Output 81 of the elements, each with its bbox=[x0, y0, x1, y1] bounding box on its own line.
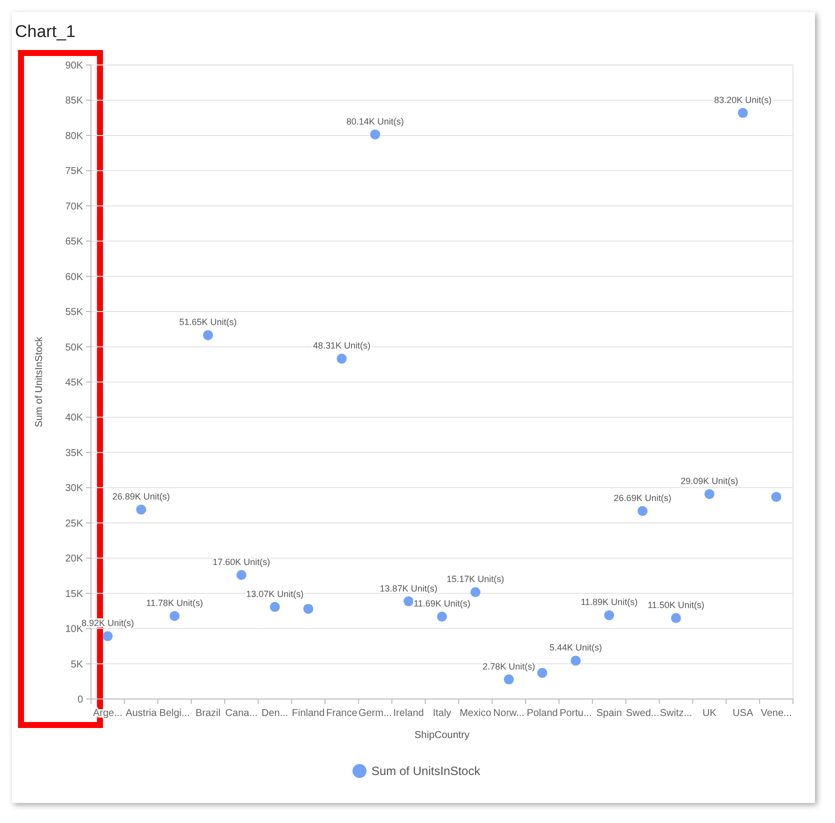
data-label: 11.89K Unit(s) bbox=[580, 597, 638, 608]
point bbox=[570, 656, 581, 666]
point bbox=[704, 489, 714, 500]
data-label: 80.14K Unit(s) bbox=[346, 116, 404, 126]
y-tick-label: 20K bbox=[65, 554, 84, 565]
x-tick-label: Vene... bbox=[760, 708, 792, 719]
point bbox=[370, 129, 380, 140]
data-label: 2.78K Unit(s) bbox=[482, 661, 536, 672]
x-tick-label: Ireland bbox=[393, 708, 424, 719]
y-tick-label: 0 bbox=[77, 694, 84, 706]
data-label: 5.44K Unit(s) bbox=[549, 642, 602, 653]
point bbox=[671, 612, 681, 623]
point bbox=[771, 492, 782, 502]
point bbox=[404, 596, 414, 606]
y-tick-label: 65K bbox=[65, 236, 84, 248]
point bbox=[102, 631, 113, 642]
x-tick-label: Finland bbox=[292, 708, 325, 719]
x-tick-label: Cana... bbox=[225, 708, 258, 719]
point bbox=[170, 611, 180, 622]
data-label: 13.87K Unit(s) bbox=[380, 583, 438, 594]
x-tick-label: Belgi... bbox=[159, 708, 190, 719]
data-label: 11.69K Unit(s) bbox=[414, 598, 470, 609]
y-tick-label: 80K bbox=[65, 130, 84, 142]
data-label: 83.20K Unit(s) bbox=[714, 94, 772, 105]
x-tick-label: USA bbox=[732, 708, 754, 719]
point bbox=[537, 668, 548, 678]
y-tick-label: 25K bbox=[65, 518, 84, 530]
x-tick-label: UK bbox=[702, 708, 717, 719]
x-tick-label: Spain bbox=[596, 708, 622, 719]
y-tick-label: 40K bbox=[65, 412, 84, 424]
x-tick-label: Den... bbox=[262, 708, 288, 719]
point bbox=[236, 570, 246, 580]
data-label: 26.69K Unit(s) bbox=[614, 492, 672, 503]
point bbox=[203, 330, 213, 340]
x-tick-label: Swed... bbox=[626, 708, 660, 719]
y-tick-label: 15K bbox=[65, 588, 84, 600]
data-label: 17.60K Unit(s) bbox=[212, 557, 270, 568]
x-tick-label: Switz... bbox=[660, 708, 692, 719]
point bbox=[136, 504, 146, 515]
y-tick-label: 35K bbox=[65, 448, 84, 459]
y-axis-title: Sum of UnitsInStock bbox=[34, 336, 45, 428]
data-label: 13.07K Unit(s) bbox=[246, 588, 304, 599]
y-tick-label: 10K bbox=[65, 624, 84, 636]
x-tick-label: Norw... bbox=[493, 708, 524, 719]
y-tick-label: 60K bbox=[65, 272, 84, 283]
y-tick-label: 5K bbox=[70, 659, 84, 670]
x-tick-label: Mexico bbox=[460, 708, 492, 719]
x-tick-label: Germ... bbox=[358, 708, 392, 719]
y-tick-label: 50K bbox=[65, 342, 84, 354]
chart-title: Chart_1 bbox=[15, 22, 76, 41]
point bbox=[336, 354, 347, 364]
y-tick-label: 55K bbox=[65, 307, 84, 318]
point bbox=[604, 610, 614, 620]
point bbox=[437, 612, 447, 622]
x-tick-label: Italy bbox=[432, 708, 452, 719]
point bbox=[738, 108, 748, 118]
x-axis-title: ShipCountry bbox=[414, 730, 470, 741]
x-tick-label: Brazil bbox=[195, 708, 221, 719]
y-tick-label: 30K bbox=[65, 483, 84, 494]
data-label: 26.89K Unit(s) bbox=[112, 492, 170, 502]
point bbox=[504, 674, 514, 684]
y-tick-label: 75K bbox=[65, 166, 84, 178]
y-tick-label: 90K bbox=[65, 60, 84, 72]
y-tick-label: 45K bbox=[65, 378, 84, 388]
y-tick-label: 70K bbox=[65, 201, 84, 212]
x-tick-label: Poland bbox=[526, 708, 558, 719]
point bbox=[270, 602, 280, 612]
x-tick-label: Portu... bbox=[560, 708, 592, 719]
point bbox=[470, 587, 480, 598]
x-tick-label: France bbox=[326, 708, 358, 719]
point bbox=[303, 604, 314, 614]
y-tick-label: 85K bbox=[65, 96, 84, 107]
data-label: 15.17K Unit(s) bbox=[446, 574, 504, 584]
point bbox=[638, 506, 648, 516]
legend-label: Sum of UnitsInStock bbox=[372, 764, 482, 778]
x-tick-label: Austria bbox=[126, 708, 158, 719]
data-label: 11.78K Unit(s) bbox=[146, 598, 203, 608]
data-label: 29.09K Unit(s) bbox=[680, 476, 738, 486]
data-label: 11.50K Unit(s) bbox=[648, 600, 704, 610]
data-label: 51.65K Unit(s) bbox=[179, 317, 237, 328]
data-label: 48.31K Unit(s) bbox=[312, 340, 370, 351]
